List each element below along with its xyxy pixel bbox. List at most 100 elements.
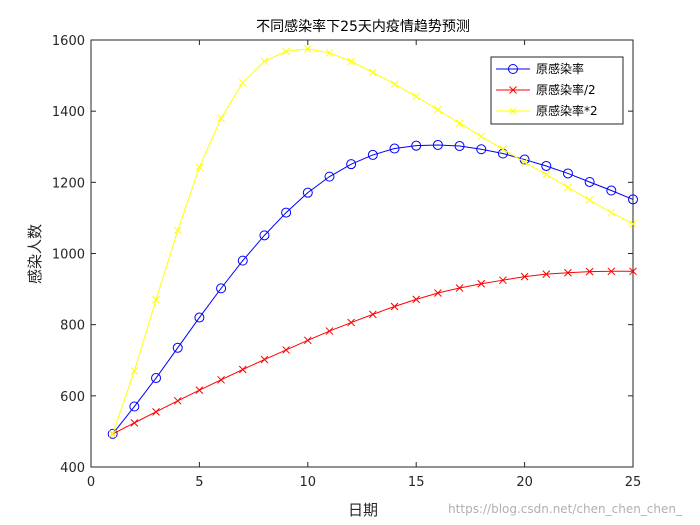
data-point bbox=[173, 396, 182, 405]
data-point bbox=[564, 268, 572, 277]
data-point-stroke bbox=[303, 336, 312, 345]
data-point bbox=[411, 140, 422, 151]
legend-item: 原感染率 bbox=[496, 61, 584, 76]
data-point-stroke bbox=[499, 276, 507, 285]
y-tick-label: 600 bbox=[60, 390, 85, 405]
data-point-stroke bbox=[585, 196, 594, 204]
data-point bbox=[152, 295, 160, 304]
data-point bbox=[346, 159, 357, 170]
data-point-stroke bbox=[260, 355, 269, 364]
x-tick-label: 15 bbox=[408, 475, 425, 490]
data-point-stroke bbox=[390, 302, 399, 311]
chart-title: 不同感染率下25天内疫情趋势预测 bbox=[256, 18, 470, 35]
data-point bbox=[584, 176, 595, 187]
y-tick-label: 1400 bbox=[52, 105, 85, 120]
data-point-stroke bbox=[455, 284, 464, 292]
data-point-stroke bbox=[434, 105, 442, 114]
series-1 bbox=[108, 267, 637, 438]
data-point-stroke bbox=[368, 310, 377, 319]
y-axis-label: 感染人数 bbox=[26, 224, 44, 284]
data-point bbox=[434, 105, 442, 114]
data-point bbox=[260, 355, 269, 364]
legend-marker bbox=[508, 64, 518, 74]
data-point bbox=[628, 194, 638, 205]
legend-item: 原感染率*2 bbox=[496, 103, 598, 118]
data-point-stroke bbox=[368, 68, 377, 77]
data-point bbox=[302, 187, 313, 198]
data-point-stroke bbox=[217, 375, 225, 384]
data-point bbox=[389, 143, 400, 154]
data-point bbox=[477, 279, 486, 288]
data-point bbox=[217, 375, 225, 384]
data-point bbox=[151, 373, 162, 384]
data-point bbox=[390, 302, 399, 311]
data-point-stroke bbox=[629, 220, 637, 228]
data-point bbox=[347, 57, 356, 66]
x-tick-label: 5 bbox=[195, 475, 203, 490]
y-tick-label: 1200 bbox=[52, 176, 85, 191]
data-point bbox=[282, 47, 290, 56]
data-point bbox=[238, 78, 247, 87]
series-layer bbox=[107, 45, 638, 439]
legend-marker bbox=[509, 107, 517, 115]
data-point bbox=[520, 158, 529, 166]
data-point bbox=[259, 230, 270, 241]
data-point-stroke bbox=[195, 386, 204, 394]
legend-label: 原感染率/2 bbox=[536, 82, 596, 97]
data-point bbox=[282, 346, 290, 354]
data-point-stroke bbox=[217, 114, 225, 123]
data-point-stroke bbox=[390, 80, 399, 88]
data-point bbox=[152, 407, 160, 416]
data-point bbox=[324, 171, 335, 182]
data-point-stroke bbox=[629, 267, 637, 276]
data-point bbox=[564, 183, 572, 192]
data-point bbox=[629, 267, 637, 276]
data-point bbox=[585, 196, 594, 204]
data-point bbox=[130, 367, 139, 375]
data-point-stroke bbox=[195, 163, 204, 171]
data-point bbox=[432, 139, 443, 150]
data-point-stroke bbox=[238, 78, 247, 87]
data-point-stroke bbox=[238, 365, 247, 374]
data-point-stroke bbox=[564, 183, 572, 192]
data-point bbox=[562, 168, 573, 179]
data-point bbox=[303, 336, 312, 345]
data-point-stroke bbox=[520, 272, 529, 281]
data-point bbox=[499, 145, 507, 154]
data-point-stroke bbox=[325, 327, 334, 335]
data-point bbox=[541, 160, 552, 171]
data-point-stroke bbox=[347, 318, 356, 327]
data-point bbox=[260, 57, 269, 66]
data-point bbox=[455, 119, 464, 128]
data-point bbox=[629, 220, 637, 228]
data-point bbox=[173, 226, 182, 235]
data-point-stroke bbox=[412, 295, 421, 304]
data-point-stroke bbox=[607, 267, 616, 276]
data-point-stroke bbox=[477, 279, 486, 288]
data-point bbox=[607, 208, 616, 217]
data-point bbox=[237, 255, 248, 266]
data-point bbox=[130, 419, 139, 427]
data-point-stroke bbox=[499, 145, 507, 154]
data-point bbox=[172, 342, 183, 353]
data-point-stroke bbox=[542, 170, 551, 179]
legend-label: 原感染率*2 bbox=[536, 103, 598, 118]
data-point-stroke bbox=[152, 295, 160, 304]
data-point bbox=[499, 276, 507, 285]
data-point-stroke bbox=[347, 57, 356, 66]
watermark: https://blog.csdn.net/chen_chen_chen_ bbox=[448, 502, 683, 516]
data-point-stroke bbox=[607, 208, 616, 217]
data-point bbox=[325, 327, 334, 335]
data-point-stroke bbox=[477, 132, 486, 141]
data-point-stroke bbox=[412, 92, 421, 101]
legend-label: 原感染率 bbox=[536, 61, 584, 76]
data-point-stroke bbox=[325, 48, 334, 57]
legend-marker-stroke bbox=[509, 86, 517, 94]
data-point bbox=[108, 430, 117, 438]
x-tick-label: 10 bbox=[300, 475, 317, 490]
data-point-stroke bbox=[173, 396, 182, 405]
data-point bbox=[477, 132, 486, 141]
data-point bbox=[542, 270, 551, 278]
data-point bbox=[476, 144, 487, 155]
data-point bbox=[281, 207, 292, 218]
